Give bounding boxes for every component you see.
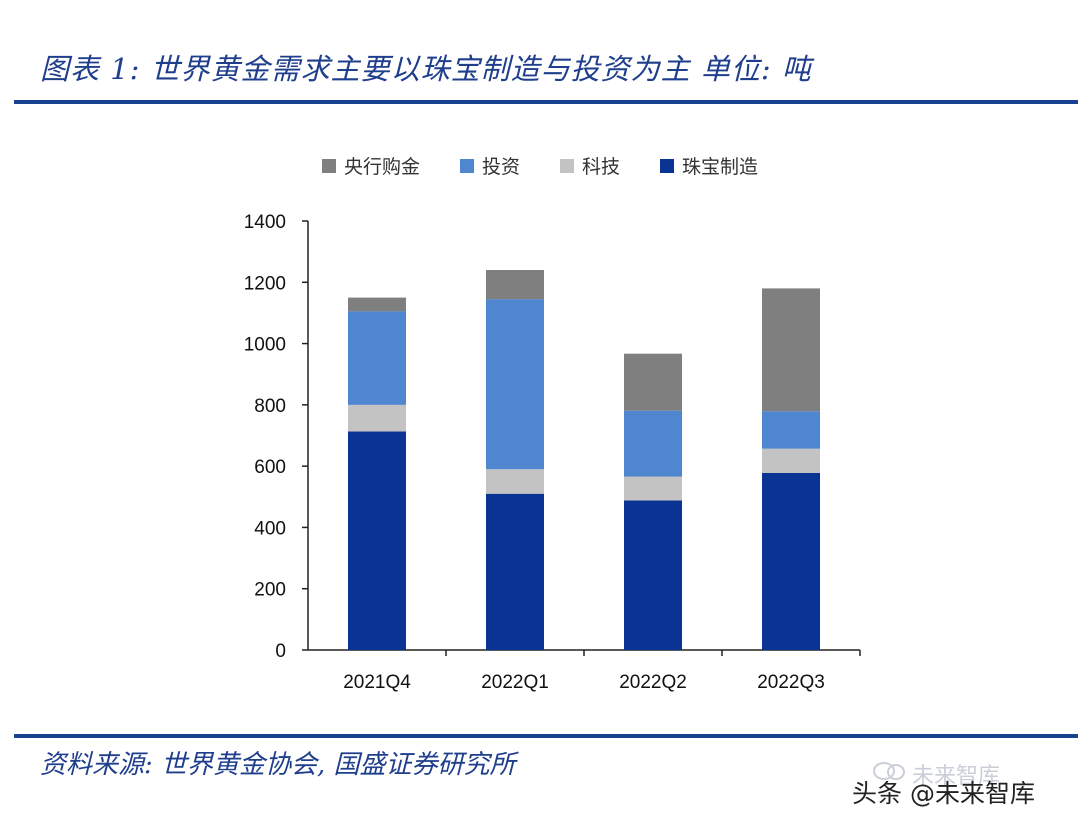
y-tick-label: 1000 bbox=[244, 335, 286, 356]
chart-title: 图表 1: 世界黄金需求主要以珠宝制造与投资为主 单位: 吨 bbox=[40, 52, 812, 86]
legend-label-investment: 投资 bbox=[482, 156, 521, 178]
legend-item-central-bank: 央行购金 bbox=[322, 152, 420, 179]
x-tick-label: 2021Q4 bbox=[343, 672, 411, 693]
bar-segment-jewelry bbox=[348, 431, 406, 650]
y-tick-label: 400 bbox=[254, 518, 286, 539]
watermark-faint: 未来智库 bbox=[912, 764, 1001, 789]
bar-segment-central-bank bbox=[762, 288, 820, 412]
legend-swatch-jewelry bbox=[660, 158, 675, 173]
y-tick-label: 600 bbox=[254, 457, 286, 478]
x-tick-label: 2022Q2 bbox=[619, 672, 687, 693]
bar-segment-jewelry bbox=[624, 500, 682, 650]
bar-segment-investment bbox=[348, 311, 406, 405]
bar-segment-investment bbox=[762, 411, 820, 449]
legend-label-jewelry: 珠宝制造 bbox=[682, 156, 759, 178]
legend-item-investment: 投资 bbox=[460, 152, 520, 179]
y-tick-label: 0 bbox=[275, 641, 286, 662]
bar-segment-jewelry bbox=[486, 493, 544, 650]
chart-legend: 央行购金 投资 科技 珠宝制造 bbox=[322, 152, 758, 179]
legend-item-technology: 科技 bbox=[560, 152, 620, 179]
watermark: 头条 @未来智库 bbox=[852, 779, 1035, 808]
legend-swatch-technology bbox=[560, 158, 575, 173]
bar-segment-investment bbox=[486, 299, 544, 470]
bar-segment-technology bbox=[486, 469, 544, 494]
bar-segment-technology bbox=[762, 448, 820, 473]
x-tick-label: 2022Q1 bbox=[481, 672, 549, 693]
legend-label-technology: 科技 bbox=[582, 156, 621, 178]
bar-segment-central-bank bbox=[624, 353, 682, 411]
watermark-logo-icon bbox=[873, 762, 905, 780]
bar-segment-investment bbox=[624, 410, 682, 477]
bar-segment-central-bank bbox=[486, 270, 544, 300]
legend-swatch-investment bbox=[460, 158, 475, 173]
legend-label-central-bank: 央行购金 bbox=[344, 156, 421, 178]
top-divider bbox=[14, 100, 1078, 104]
x-tick-label: 2022Q3 bbox=[757, 672, 825, 693]
y-tick-label: 1400 bbox=[244, 212, 286, 233]
y-tick-label: 800 bbox=[254, 396, 286, 417]
source-note: 资料来源: 世界黄金协会, 国盛证券研究所 bbox=[40, 750, 516, 780]
bar-segment-jewelry bbox=[762, 472, 820, 650]
y-tick-label: 1200 bbox=[244, 273, 286, 294]
y-tick-label: 200 bbox=[254, 580, 286, 601]
legend-swatch-central-bank bbox=[322, 158, 336, 173]
legend-item-jewelry: 珠宝制造 bbox=[660, 152, 758, 179]
bar-segment-technology bbox=[624, 476, 682, 501]
bar-segment-technology bbox=[348, 404, 406, 432]
bottom-divider bbox=[14, 734, 1078, 738]
bar-segment-central-bank bbox=[348, 297, 406, 312]
